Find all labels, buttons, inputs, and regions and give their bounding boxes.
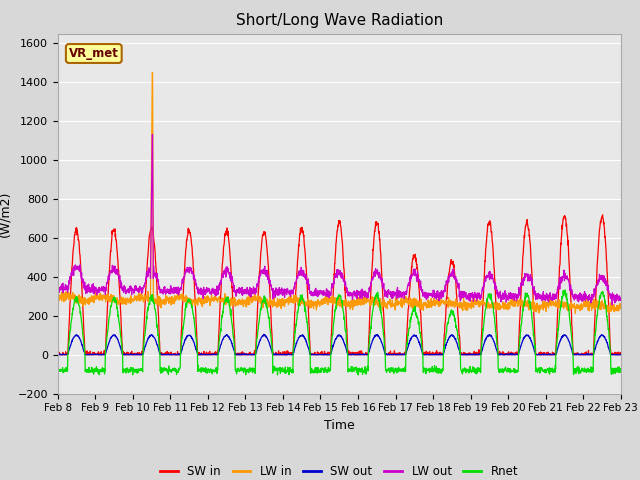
Y-axis label: (W/m2): (W/m2) <box>0 191 12 237</box>
X-axis label: Time: Time <box>324 419 355 432</box>
Legend: SW in, LW in, SW out, LW out, Rnet: SW in, LW in, SW out, LW out, Rnet <box>156 461 523 480</box>
Text: VR_met: VR_met <box>69 47 119 60</box>
Title: Short/Long Wave Radiation: Short/Long Wave Radiation <box>236 13 443 28</box>
